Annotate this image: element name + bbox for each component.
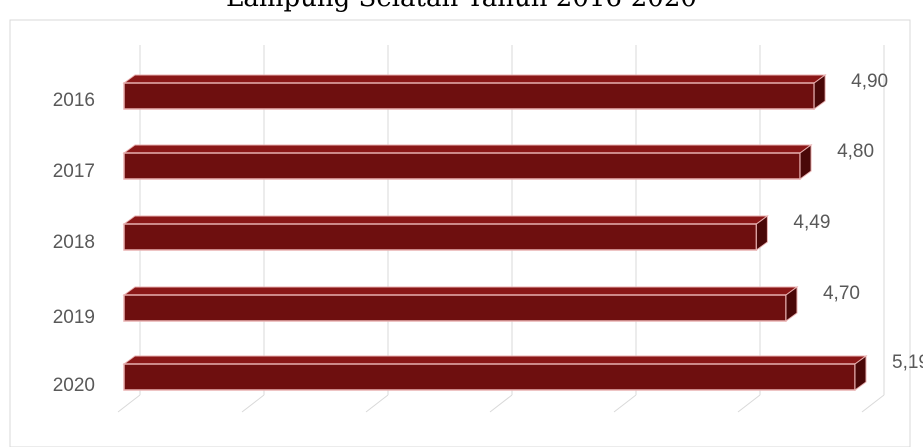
bar-2017 bbox=[122, 144, 813, 180]
plot-frame bbox=[9, 19, 911, 447]
bar-front-face bbox=[123, 223, 758, 251]
value-label-2020: 5,19 bbox=[892, 352, 923, 373]
chart-title: Lampung Selatan Tahun 2016-2020 bbox=[0, 0, 923, 13]
bar-side-face bbox=[799, 144, 812, 180]
value-label-2016: 4,90 bbox=[851, 71, 888, 92]
grid-floor-line bbox=[489, 394, 513, 413]
grid-floor-line bbox=[861, 394, 885, 413]
bar-2018 bbox=[122, 215, 769, 251]
category-label-2016: 2016 bbox=[53, 90, 95, 111]
bar-top-face bbox=[122, 74, 827, 84]
bar-top-face bbox=[122, 215, 769, 225]
grid-floor-line bbox=[241, 394, 265, 413]
bar-side-face bbox=[755, 215, 768, 251]
grid-floor-line bbox=[365, 394, 389, 413]
bar-front-face bbox=[123, 294, 787, 322]
grid-floor-line bbox=[117, 394, 141, 413]
category-label-2017: 2017 bbox=[53, 161, 95, 182]
bar-2019 bbox=[122, 286, 799, 322]
bar-top-face bbox=[122, 286, 799, 296]
bar-top-face bbox=[122, 355, 868, 365]
bar-side-face bbox=[854, 355, 867, 391]
bar-front-face bbox=[123, 363, 856, 391]
bars bbox=[122, 74, 868, 391]
bar-front-face bbox=[123, 152, 801, 180]
value-label-2018: 4,49 bbox=[793, 212, 830, 233]
category-label-2020: 2020 bbox=[53, 375, 95, 396]
category-label-2018: 2018 bbox=[53, 232, 95, 253]
bar-top-face bbox=[122, 144, 813, 154]
bar-2020 bbox=[122, 355, 868, 391]
category-label-2019: 2019 bbox=[53, 307, 95, 328]
labels: 2016 4,90 2017 4,80 2018 4,49 2019 4,70 2020 5,19 bbox=[53, 71, 923, 396]
value-label-2019: 4,70 bbox=[823, 283, 860, 304]
grid-floor-line bbox=[737, 394, 761, 413]
value-label-2017: 4,80 bbox=[837, 141, 874, 162]
bar-front-face bbox=[123, 82, 815, 110]
bar-2016 bbox=[122, 74, 827, 110]
bar-side-face bbox=[785, 286, 798, 322]
grid-floor-line bbox=[613, 394, 637, 413]
bar-side-face bbox=[813, 74, 826, 110]
